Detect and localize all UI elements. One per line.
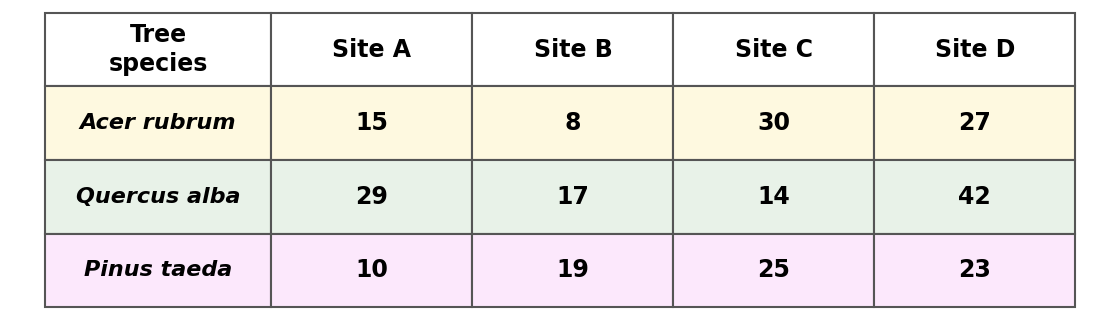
Text: Site B: Site B [533,38,613,61]
Text: 19: 19 [557,259,589,282]
Text: 29: 29 [355,185,389,209]
Bar [875,160,1075,234]
Bar [45,234,271,307]
Text: 42: 42 [959,185,991,209]
Bar [45,13,271,86]
Text: Pinus taeda: Pinus taeda [84,260,232,280]
Bar [271,13,473,86]
Text: Site A: Site A [333,38,411,61]
Text: Site C: Site C [735,38,813,61]
Bar [673,86,875,160]
Bar [271,234,473,307]
Bar [473,234,673,307]
Text: 27: 27 [959,111,991,135]
Bar [875,234,1075,307]
Text: 30: 30 [757,111,791,135]
Bar [271,160,473,234]
Text: Site D: Site D [934,38,1015,61]
Text: 8: 8 [564,111,581,135]
Bar [875,13,1075,86]
Text: 14: 14 [757,185,791,209]
Text: 23: 23 [959,259,991,282]
Bar [673,160,875,234]
Bar [271,86,473,160]
Bar [473,13,673,86]
Bar [473,160,673,234]
Bar [473,86,673,160]
Text: 25: 25 [757,259,791,282]
Bar [45,86,271,160]
Text: Acer rubrum: Acer rubrum [80,113,236,133]
Bar [673,234,875,307]
Text: Tree
species: Tree species [109,23,208,76]
Text: 15: 15 [355,111,389,135]
Bar [673,13,875,86]
Text: 17: 17 [557,185,589,209]
Bar [875,86,1075,160]
Text: 10: 10 [355,259,389,282]
Text: Quercus alba: Quercus alba [76,187,241,207]
Bar [45,160,271,234]
